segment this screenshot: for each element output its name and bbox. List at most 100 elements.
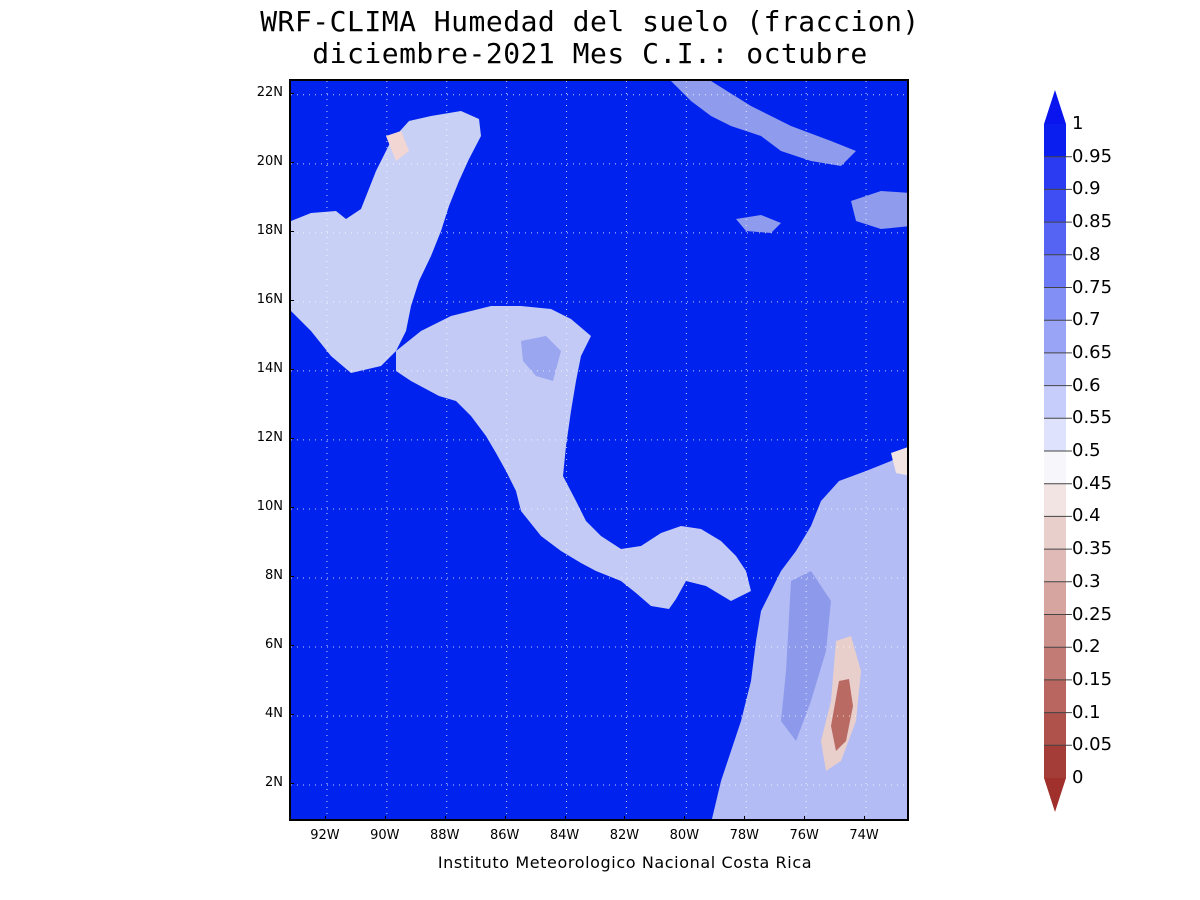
lat-tick-label: 6N [265, 636, 283, 652]
lon-tick-label: 80W [669, 828, 700, 843]
colorbar-label: 1 [1072, 113, 1084, 134]
lat-tick-mark [289, 92, 294, 94]
colorbar-bin [1044, 483, 1066, 517]
land-yucatan-dry [386, 131, 409, 161]
lon-tick-mark [324, 816, 326, 821]
colorbar-bin [1044, 385, 1066, 419]
lon-tick-mark [864, 816, 866, 821]
land-cuba [671, 81, 856, 166]
land-colombia-mid [781, 571, 831, 741]
colorbar-bin [1044, 647, 1066, 681]
chart-subtitle: diciembre-2021 Mes C.I.: octubre [312, 37, 868, 70]
colorbar-label: 0.2 [1072, 636, 1101, 658]
lat-tick-mark [289, 714, 294, 715]
lon-tick-mark [804, 816, 806, 821]
colorbar-label: 0.8 [1072, 243, 1101, 265]
colorbar-bin [1044, 679, 1066, 714]
colorbar-label: 0.6 [1072, 374, 1101, 396]
map-panel [289, 79, 909, 821]
land-jamaica [736, 215, 781, 233]
lat-tick-mark [289, 506, 294, 508]
colorbar-label: 0.05 [1072, 734, 1113, 756]
colorbar-bin [1044, 712, 1066, 746]
colorbar-label: 0.45 [1072, 472, 1113, 494]
colorbar-bin [1044, 156, 1066, 190]
colorbar-label: 0.7 [1072, 309, 1101, 331]
lon-tick-mark [684, 816, 686, 821]
lat-tick-label: 16N [256, 291, 283, 307]
lat-tick-mark [289, 644, 294, 646]
colorbar-label: 0.65 [1072, 341, 1113, 363]
colorbar-bin [1044, 549, 1066, 583]
lon-tick-label: 74W [849, 828, 879, 843]
colorbar-bin [1044, 352, 1066, 387]
lat-tick-mark [289, 437, 294, 439]
land-central-america-mid [521, 336, 561, 381]
lon-tick-mark [624, 816, 626, 821]
colorbar-max-arrow [1044, 90, 1066, 124]
colorbar-label: 0.3 [1072, 570, 1101, 592]
lat-tick-mark [289, 575, 294, 577]
lat-tick-mark [289, 161, 294, 163]
colorbar-label: 0 [1072, 767, 1084, 788]
land-hispaniola [851, 191, 907, 229]
colorbar-bin [1044, 287, 1066, 321]
colorbar-label: 0.35 [1072, 538, 1113, 560]
lon-tick-label: 90W [370, 828, 400, 843]
colorbar-bin [1044, 581, 1066, 615]
lat-tick-mark [289, 230, 294, 232]
colorbar-label: 0.55 [1072, 407, 1113, 429]
lat-tick-label: 12N [256, 429, 283, 445]
lon-tick-mark [744, 816, 746, 821]
chart-title: WRF-CLIMA Humedad del suelo (fraccion) [260, 5, 920, 38]
colorbar-label: 0.4 [1072, 505, 1101, 527]
lon-tick-label: 84W [549, 828, 580, 843]
lon-tick-label: 78W [729, 828, 759, 843]
lat-tick-mark [289, 299, 294, 301]
land-colombia-dry-n [891, 447, 907, 476]
colorbar-bin [1044, 451, 1066, 485]
colorbar-bin [1044, 254, 1066, 288]
colorbar-label: 0.1 [1072, 701, 1101, 723]
lat-tick-label: 2N [265, 775, 283, 791]
lat-tick-mark [289, 368, 294, 370]
lon-tick-mark [564, 816, 566, 821]
lat-tick-label: 4N [265, 706, 283, 721]
colorbar-label: 0.15 [1072, 668, 1113, 690]
colorbar-label: 0.85 [1072, 211, 1113, 233]
colorbar-bin [1044, 614, 1066, 648]
lat-tick-label: 8N [265, 567, 283, 583]
land-central-america [396, 306, 751, 609]
lon-tick-mark [444, 816, 446, 821]
colorbar-label: 0.9 [1072, 178, 1101, 200]
colorbar-bin [1044, 222, 1066, 256]
land-colombia-very-dry [831, 679, 853, 751]
colorbar-bin [1044, 418, 1066, 452]
colorbar-min-arrow [1044, 778, 1066, 812]
colorbar-bin [1044, 320, 1066, 354]
lat-tick-label: 10N [256, 498, 283, 514]
credit-text: Instituto Meteorologico Nacional Costa R… [437, 853, 813, 872]
lat-tick-label: 14N [256, 360, 283, 376]
colorbar-label: 0.25 [1072, 603, 1113, 625]
lat-tick-label: 20N [256, 153, 283, 169]
lon-tick-label: 82W [609, 828, 640, 843]
lat-tick-mark [289, 783, 294, 785]
lon-tick-label: 88W [430, 828, 460, 843]
lat-tick-label: 18N [256, 222, 283, 238]
colorbar-label: 0.5 [1072, 440, 1101, 461]
lon-tick-label: 92W [310, 828, 340, 843]
lat-tick-label: 22N [256, 84, 283, 100]
land-yucatan [291, 111, 481, 373]
colorbar-bin [1044, 516, 1066, 550]
colorbar-bin [1044, 124, 1066, 158]
lon-tick-label: 76W [789, 828, 819, 843]
colorbar-bin [1044, 745, 1066, 779]
colorbar-label: 0.95 [1072, 145, 1113, 167]
colorbar-label: 0.75 [1072, 276, 1113, 298]
lon-tick-mark [504, 816, 506, 821]
colorbar [1044, 90, 1072, 812]
lon-tick-label: 86W [489, 828, 520, 843]
colorbar-bin [1044, 189, 1066, 223]
lon-tick-mark [384, 816, 386, 821]
